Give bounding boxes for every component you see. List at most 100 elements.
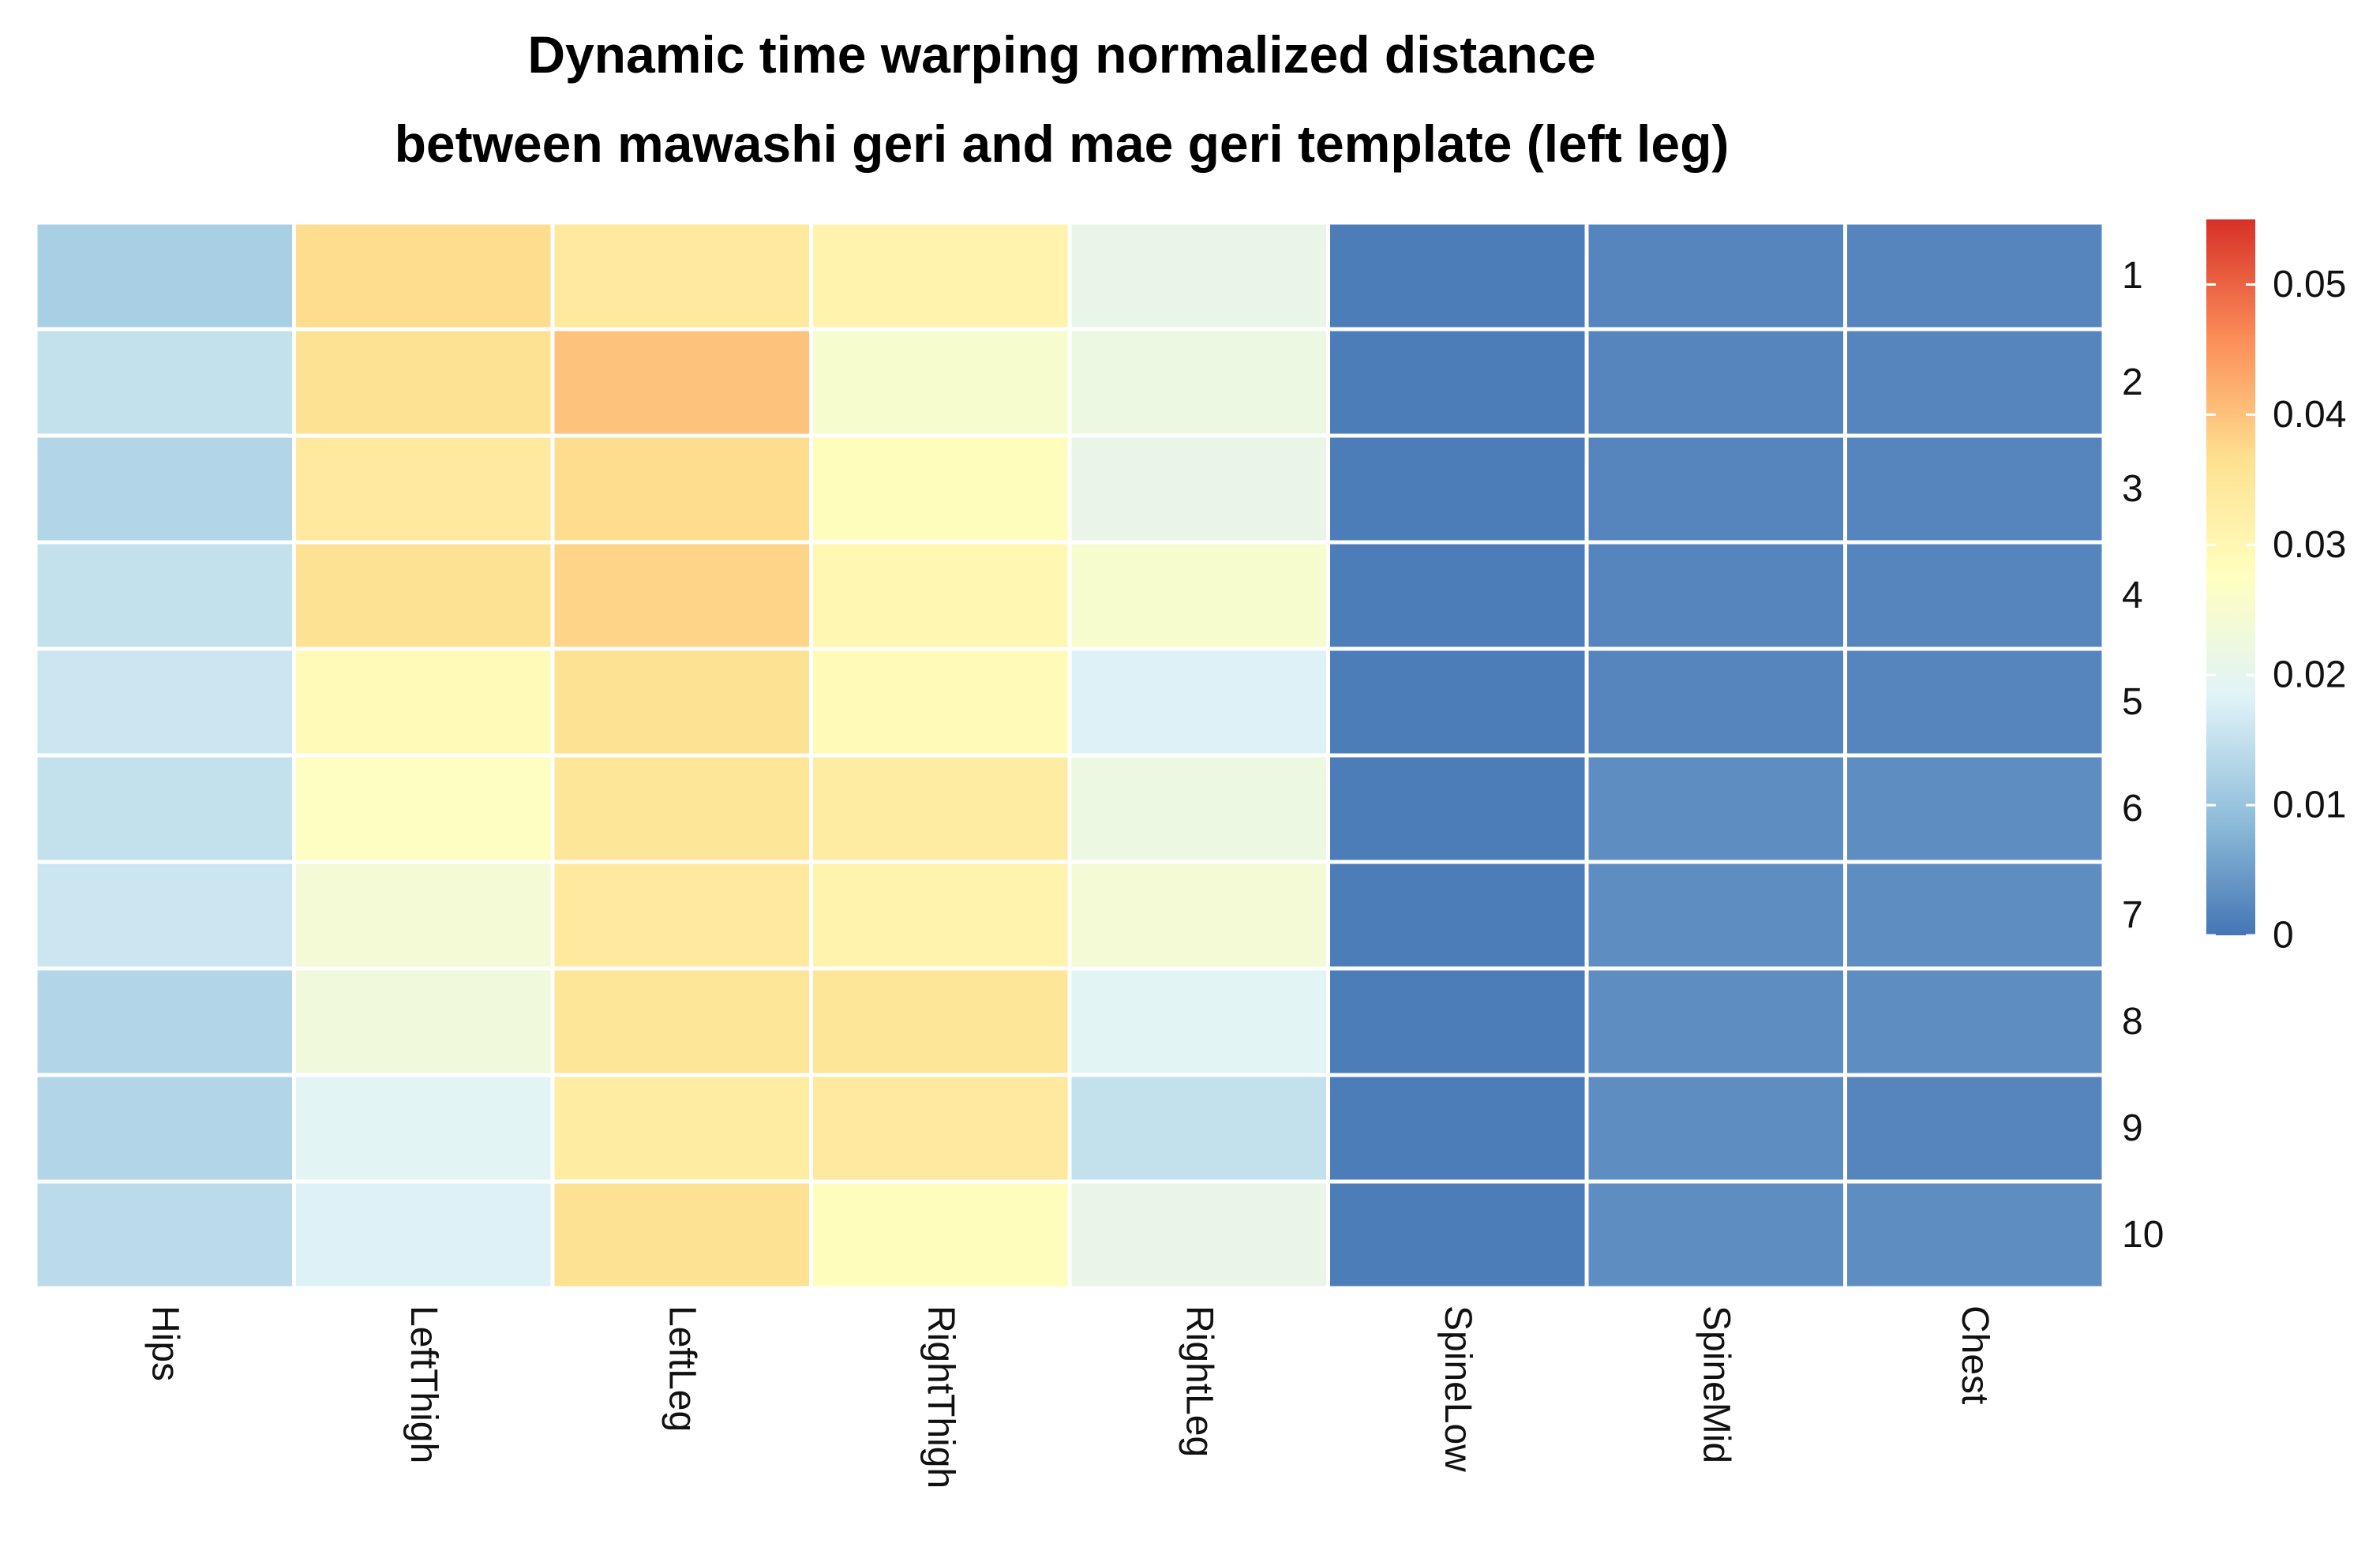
column-label-LeftLeg: LeftLeg <box>661 1305 703 1432</box>
column-label-SpineLow: SpineLow <box>1437 1305 1479 1472</box>
heatmap-cell-r9-LeftLeg <box>550 1073 813 1184</box>
heatmap-cell-r7-RightThigh <box>809 860 1072 971</box>
heatmap-cell-r4-Hips <box>33 540 296 651</box>
heatmap-cell-r3-LeftThigh <box>292 433 555 545</box>
chart-title-line-1: Dynamic time warping normalized distance <box>527 25 1595 84</box>
heatmap-cell-r5-LeftThigh <box>292 646 555 758</box>
heatmap-cell-r3-Chest <box>1843 433 2106 545</box>
heatmap-cell-r8-RightThigh <box>809 966 1072 1077</box>
heatmap-cell-r9-SpineLow <box>1326 1073 1589 1184</box>
color-legend: 0 0.01 0.02 0.03 0.04 0.05 <box>2206 219 2346 957</box>
heatmap-cell-r2-Hips <box>33 327 296 438</box>
heatmap-cell-r6-SpineLow <box>1326 753 1589 864</box>
column-label-Chest: Chest <box>1954 1305 1996 1404</box>
heatmap-cell-r3-Hips <box>33 433 296 545</box>
row-labels: 1 2 3 4 5 6 7 8 9 10 <box>2122 255 2164 1256</box>
row-label-1: 1 <box>2122 255 2143 297</box>
heatmap-cell-r8-SpineLow <box>1326 966 1589 1077</box>
heatmap-cell-r7-LeftLeg <box>550 860 813 971</box>
heatmap-cell-r10-Chest <box>1843 1179 2106 1290</box>
heatmap-cell-r9-RightLeg <box>1067 1073 1330 1184</box>
column-label-RightLeg: RightLeg <box>1178 1305 1220 1457</box>
heatmap-cell-r1-RightThigh <box>809 220 1072 332</box>
heatmap-cell-r4-RightLeg <box>1067 540 1330 651</box>
column-labels: Hips LeftThigh LeftLeg RightThigh RightLeg Sp… <box>144 1305 1996 1489</box>
heatmap-cell-r6-Chest <box>1843 753 2106 864</box>
heatmap-cell-r8-RightLeg <box>1067 966 1330 1077</box>
heatmap-cell-r1-LeftThigh <box>292 220 555 332</box>
heatmap-cell-r4-SpineMid <box>1584 540 1847 651</box>
heatmap-cell-r5-RightLeg <box>1067 646 1330 758</box>
legend-tick-label: 0 <box>2273 915 2294 957</box>
legend-tick-label: 0.01 <box>2273 785 2346 826</box>
column-label-RightThigh: RightThigh <box>920 1305 961 1489</box>
heatmap-cell-r7-RightLeg <box>1067 860 1330 971</box>
heatmap-cell-r4-LeftThigh <box>292 540 555 651</box>
row-label-5: 5 <box>2122 681 2143 723</box>
heatmap-cell-r7-Chest <box>1843 860 2106 971</box>
heatmap-cell-r9-SpineMid <box>1584 1073 1847 1184</box>
heatmap-cell-r9-LeftThigh <box>292 1073 555 1184</box>
heatmap-cell-r5-SpineLow <box>1326 646 1589 758</box>
heatmap-cell-r10-RightThigh <box>809 1179 1072 1290</box>
heatmap-cell-r9-RightThigh <box>809 1073 1072 1184</box>
heatmap-cell-r8-LeftThigh <box>292 966 555 1077</box>
row-label-4: 4 <box>2122 575 2143 616</box>
heatmap-cell-r1-Chest <box>1843 220 2106 332</box>
heatmap-cell-r8-Chest <box>1843 966 2106 1077</box>
heatmap-cell-r5-SpineMid <box>1584 646 1847 758</box>
heatmap-cell-r10-Hips <box>33 1179 296 1290</box>
legend-tick-label: 0.05 <box>2273 264 2346 305</box>
heatmap-cell-r4-LeftLeg <box>550 540 813 651</box>
heatmap-cell-r6-LeftThigh <box>292 753 555 864</box>
heatmap-cell-r10-SpineMid <box>1584 1179 1847 1290</box>
heatmap-cell-r1-LeftLeg <box>550 220 813 332</box>
heatmap-cell-r5-Chest <box>1843 646 2106 758</box>
heatmap-cell-r2-LeftLeg <box>550 327 813 438</box>
heatmap-cell-r9-Chest <box>1843 1073 2106 1184</box>
heatmap-cell-r6-RightThigh <box>809 753 1072 864</box>
heatmap-cell-r4-SpineLow <box>1326 540 1589 651</box>
row-label-2: 2 <box>2122 361 2143 403</box>
row-label-10: 10 <box>2122 1214 2164 1256</box>
heatmap-cell-r2-SpineMid <box>1584 327 1847 438</box>
heatmap-cell-r5-RightThigh <box>809 646 1072 758</box>
heatmap-cell-r3-LeftLeg <box>550 433 813 545</box>
row-label-8: 8 <box>2122 1001 2143 1043</box>
heatmap-cell-r4-Chest <box>1843 540 2106 651</box>
heatmap-cell-r2-SpineLow <box>1326 327 1589 438</box>
heatmap-cell-r3-SpineLow <box>1326 433 1589 545</box>
heatmap-cell-r10-SpineLow <box>1326 1179 1589 1290</box>
heatmap-cell-r2-LeftThigh <box>292 327 555 438</box>
heatmap-cell-r8-SpineMid <box>1584 966 1847 1077</box>
heatmap-cell-r7-SpineMid <box>1584 860 1847 971</box>
row-label-6: 6 <box>2122 788 2143 830</box>
heatmap-cell-r1-RightLeg <box>1067 220 1330 332</box>
heatmap-cell-r6-RightLeg <box>1067 753 1330 864</box>
heatmap-cell-r1-SpineLow <box>1326 220 1589 332</box>
heatmap-cell-r8-Hips <box>33 966 296 1077</box>
legend-tick-label: 0.03 <box>2273 524 2346 566</box>
heatmap-cell-r6-SpineMid <box>1584 753 1847 864</box>
heatmap-cell-r4-RightThigh <box>809 540 1072 651</box>
legend-tick-label: 0.02 <box>2273 654 2346 696</box>
heatmap-cell-r1-Hips <box>33 220 296 332</box>
row-label-7: 7 <box>2122 894 2143 936</box>
legend-color-bar <box>2206 219 2255 935</box>
heatmap-cell-r10-LeftThigh <box>292 1179 555 1290</box>
heatmap-cell-r5-LeftLeg <box>550 646 813 758</box>
row-label-3: 3 <box>2122 468 2143 510</box>
heatmap-cell-r5-Hips <box>33 646 296 758</box>
heatmap-cell-r10-RightLeg <box>1067 1179 1330 1290</box>
heatmap-cell-r1-SpineMid <box>1584 220 1847 332</box>
heatmap-cell-r8-LeftLeg <box>550 966 813 1077</box>
heatmap-cell-r6-LeftLeg <box>550 753 813 864</box>
heatmap-cell-r3-SpineMid <box>1584 433 1847 545</box>
heatmap-cell-r6-Hips <box>33 753 296 864</box>
column-label-SpineMid: SpineMid <box>1695 1305 1737 1463</box>
heatmap-cell-r7-SpineLow <box>1326 860 1589 971</box>
heatmap-cell-r7-LeftThigh <box>292 860 555 971</box>
heatmap-cell-r2-RightLeg <box>1067 327 1330 438</box>
heatmap-cell-r2-RightThigh <box>809 327 1072 438</box>
